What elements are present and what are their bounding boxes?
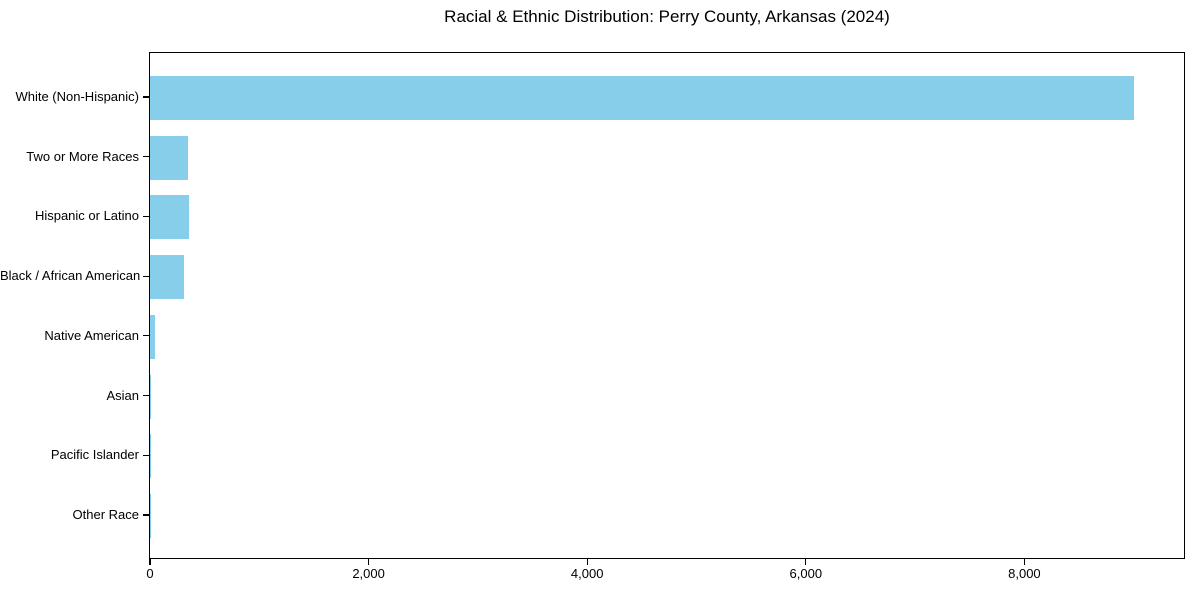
y-tick-mark [143,215,149,217]
y-tick-label: Black / African American [0,268,141,284]
bar-black-african-american [150,255,185,300]
y-tick-mark [143,96,149,98]
x-tick-label: 8,000 [1008,566,1041,581]
chart-title: Racial & Ethnic Distribution: Perry Coun… [444,7,890,26]
x-tick-mark [586,559,588,565]
y-tick-label: White (Non-Hispanic) [15,89,139,104]
x-tick-label: 6,000 [789,566,823,581]
x-tick-label: 4,000 [570,566,604,581]
plot-area [149,52,1185,559]
y-tick-label: Other Race [72,506,139,522]
bar-hispanic-or-latino [150,195,190,240]
y-tick-mark [143,514,149,516]
bar-white-non-hispanic [150,76,1134,120]
y-tick-label: Pacific Islander [50,447,139,463]
y-tick-label: Two or More Races [26,148,139,164]
bar-two-or-more-races [150,135,189,180]
x-tick-label: 0 [146,566,154,581]
y-tick-mark [143,454,149,456]
x-tick-label: 2,000 [352,566,385,581]
y-tick-label: Native American [44,327,139,343]
y-tick-mark [143,335,149,337]
y-tick-mark [143,275,149,277]
y-tick-label: Hispanic or Latino [34,208,139,224]
bar-native-american [150,314,155,359]
y-tick-label: Asian [106,387,139,403]
x-tick-mark [1023,559,1025,565]
x-tick-mark [149,559,151,565]
x-tick-mark [368,559,370,565]
x-tick-mark [805,559,807,565]
y-tick-mark [143,156,149,158]
bar-asian [150,374,152,419]
y-tick-mark [143,394,149,397]
